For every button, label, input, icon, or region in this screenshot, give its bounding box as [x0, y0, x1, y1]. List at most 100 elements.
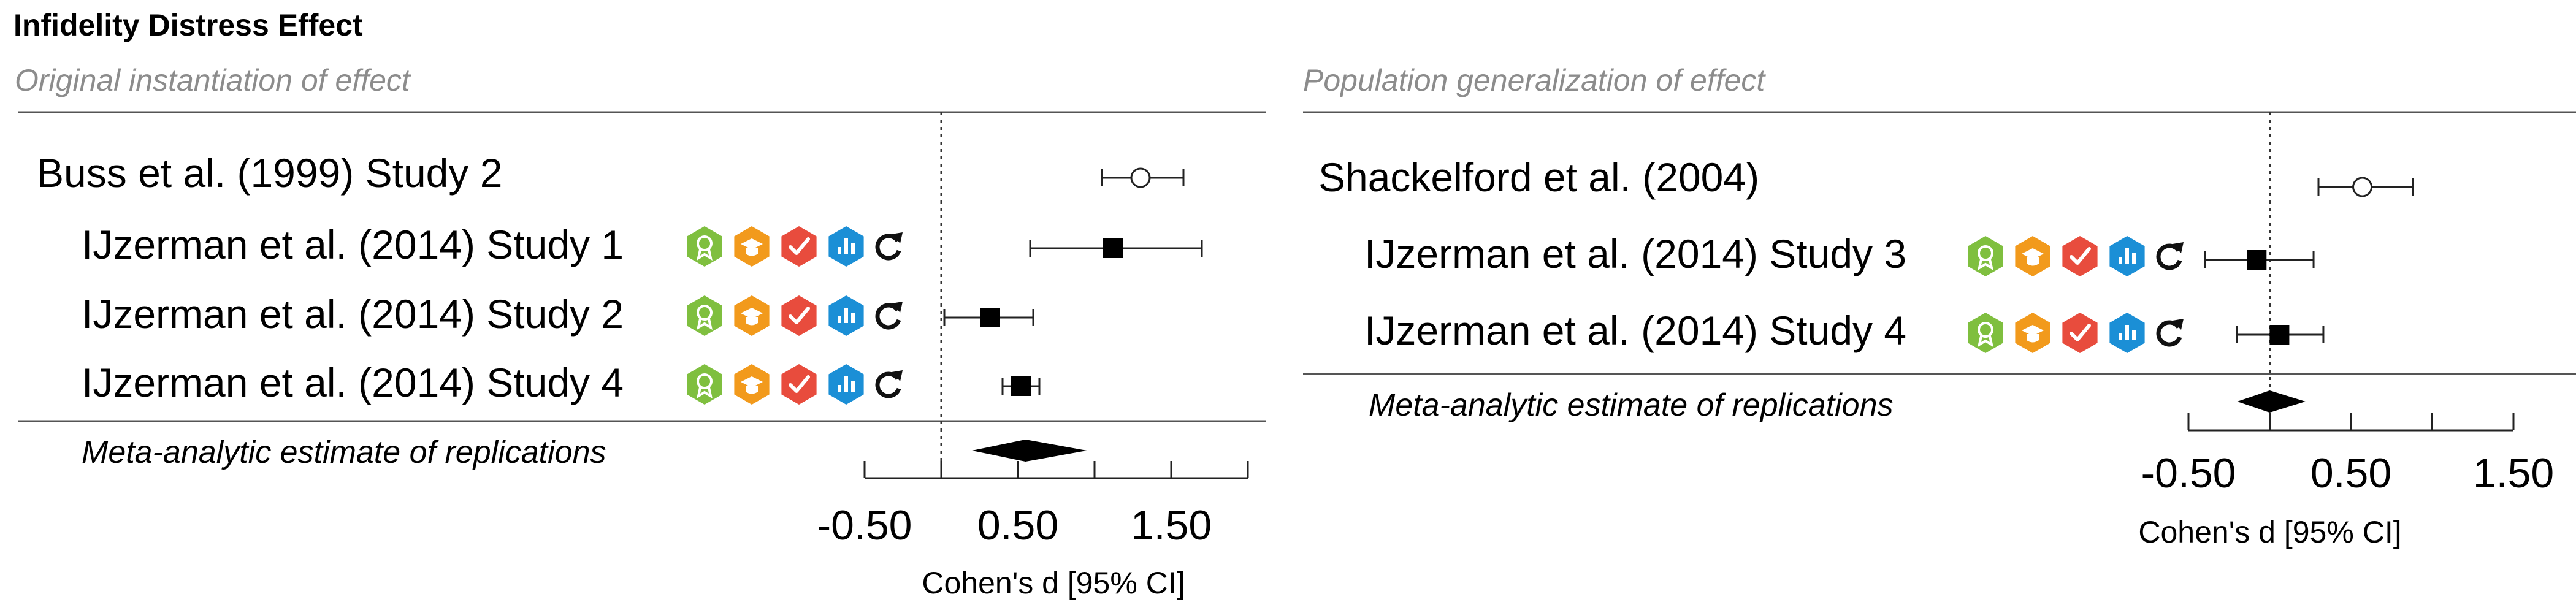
right-row1-reload-head: [2173, 242, 2184, 253]
right-row2-award-badge-icon: [1968, 313, 2003, 353]
right-row1-checkmark-icon: [2062, 236, 2098, 276]
right-original-point: [2352, 177, 2373, 197]
right-row2-bar-1: [2119, 333, 2122, 340]
left-replication-point-3: [1011, 376, 1031, 396]
left-row1-cap-board: [741, 238, 763, 249]
left-x-axis-label: Cohen's d [95% CI]: [922, 566, 1185, 600]
left-row1-award-badge-hexagon: [687, 226, 722, 267]
left-replication-label-1: IJzerman et al. (2014) Study 1: [82, 222, 624, 267]
left-replication-point-2: [980, 308, 1000, 327]
left-row2-bar-1: [838, 316, 841, 323]
right-row1-award-badge-hexagon: [1968, 236, 2003, 276]
left-row1-bar-2: [844, 238, 848, 254]
right-row2-reload-arrow-icon: [2156, 319, 2184, 347]
left-row2-award-badge-icon: [687, 295, 722, 336]
left-row3-award-badge-hexagon: [687, 364, 722, 405]
figure-title: Infidelity Distress Effect: [13, 8, 363, 42]
right-row1-award-ribbon: [1978, 259, 1993, 271]
right-original-study-label: Shackelford et al. (2004): [1318, 154, 1759, 200]
left-row3-reload-arrow-icon: [875, 370, 903, 398]
left-meta-estimate-label: Meta-analytic estimate of replications: [82, 435, 606, 470]
left-replication-point-1: [1103, 238, 1123, 258]
right-row1-award-ring: [1978, 245, 1993, 261]
left-row1-mortarboard-icon: [734, 226, 770, 267]
left-original-point: [1130, 167, 1151, 188]
left-row3-checkmark-icon: [781, 364, 817, 405]
left-row2-checkmark-hexagon: [781, 295, 817, 336]
right-meta-estimate-diamond: [2237, 390, 2306, 413]
right-row2-bar-2: [2125, 325, 2129, 340]
right-meta-estimate-label: Meta-analytic estimate of replications: [1369, 387, 1894, 423]
right-panel-subtitle: Population generalization of effect: [1303, 63, 1766, 97]
left-row1-reload-arrow-icon: [875, 232, 903, 261]
left-x-tick-label-1: 0.50: [977, 502, 1058, 549]
left-row3-award-ring: [697, 373, 713, 389]
left-original-study-label: Buss et al. (1999) Study 2: [37, 150, 502, 196]
right-row2-check-mark: [2070, 324, 2091, 341]
right-row1-check-mark: [2070, 247, 2091, 265]
left-meta-estimate-diamond: [972, 440, 1087, 462]
left-x-tick-label-0: -0.50: [817, 502, 912, 549]
right-row2-checkmark-hexagon: [2062, 313, 2098, 353]
left-row3-bar-chart-icon: [828, 364, 864, 405]
right-forest-panel: Population generalization of effect Shac…: [1303, 63, 2576, 549]
right-row1-mortarboard-icon: [2015, 236, 2050, 276]
left-row1-checkmark-hexagon: [781, 226, 817, 267]
left-plot-area: -0.50 0.50 1.50: [18, 111, 1266, 549]
right-row2-award-ribbon: [1978, 335, 1993, 348]
right-x-tick-label-1: 0.50: [2310, 450, 2391, 497]
left-row3-reload-arc: [875, 371, 901, 398]
left-row3-check-mark: [789, 375, 810, 393]
right-row2-bar-chart-icon: [2109, 313, 2145, 353]
left-row2-reload-arrow-icon: [875, 302, 903, 330]
right-row1-award-badge-icon: [1968, 236, 2003, 276]
right-row2-mortarboard-icon: [2015, 313, 2050, 353]
left-row1-checkmark-icon: [781, 226, 817, 267]
left-row2-mortarboard-icon: [734, 295, 770, 336]
left-row3-bar-1: [838, 385, 841, 392]
left-row2-check-mark: [789, 306, 810, 324]
right-replication-label-1: IJzerman et al. (2014) Study 3: [1364, 231, 1906, 276]
right-replication-label-2: IJzerman et al. (2014) Study 4: [1364, 308, 1906, 353]
right-row2-cap-base: [2027, 334, 2039, 343]
right-row2-award-ring: [1978, 322, 1993, 338]
left-row1-reload-head: [892, 232, 903, 243]
right-replication-point-1: [2247, 250, 2267, 270]
right-row2-checkmark-icon: [2062, 313, 2098, 353]
left-row1-bar-chart-icon: [828, 226, 864, 267]
left-row1-cap-base: [746, 248, 758, 256]
left-row2-bar-2: [844, 308, 848, 323]
right-row1-reload-arrow-icon: [2156, 242, 2184, 270]
right-row1-cap-board: [2022, 248, 2044, 259]
left-row2-checkmark-icon: [781, 295, 817, 336]
right-replication-point-2: [2269, 325, 2290, 345]
right-x-tick-label-2: 1.50: [2473, 450, 2554, 497]
left-row3-award-badge-icon: [687, 364, 722, 405]
right-plot-area: -0.50 0.50 1.50: [1303, 111, 2576, 497]
left-row3-cap-base: [746, 386, 758, 394]
left-row3-award-ribbon: [697, 387, 713, 399]
left-row1-award-ribbon: [697, 249, 713, 261]
left-row3-checkmark-hexagon: [781, 364, 817, 405]
left-row2-award-ribbon: [697, 318, 713, 330]
right-row2-reload-head: [2173, 319, 2184, 330]
left-row2-reload-head: [892, 302, 903, 313]
left-row2-reload-arc: [875, 303, 901, 330]
left-row2-award-ring: [697, 305, 713, 321]
left-row1-bar-3: [851, 243, 855, 254]
right-row2-award-badge-hexagon: [1968, 313, 2003, 353]
left-row3-bar-3: [851, 381, 855, 392]
right-x-tick-label-0: -0.50: [2141, 450, 2236, 497]
right-row1-reload-arc: [2156, 243, 2182, 270]
left-replication-label-3: IJzerman et al. (2014) Study 4: [82, 360, 624, 405]
right-row2-bar-3: [2132, 330, 2136, 340]
left-row1-check-mark: [789, 237, 810, 255]
left-forest-panel: Original instantiation of effect Buss et…: [15, 63, 1266, 600]
right-row1-bar-chart-icon: [2109, 236, 2145, 276]
left-replication-label-2: IJzerman et al. (2014) Study 2: [82, 291, 624, 337]
right-row2-cap-board: [2022, 325, 2044, 336]
left-row3-mortarboard-icon: [734, 364, 770, 405]
left-panel-subtitle: Original instantiation of effect: [15, 63, 411, 97]
left-row2-cap-base: [746, 317, 758, 326]
left-row3-bar-2: [844, 376, 848, 392]
